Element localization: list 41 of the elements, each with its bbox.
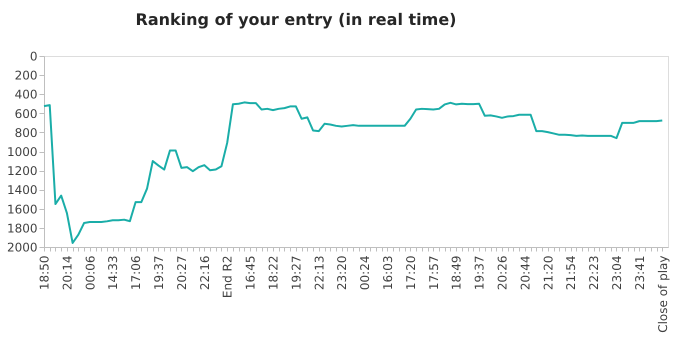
x-tick-label: 22:16	[198, 256, 212, 290]
x-tick-label: 16:03	[380, 256, 395, 290]
x-tick-label: 21:54	[564, 256, 578, 290]
x-tick-label: 21:20	[541, 256, 556, 290]
x-tick-label: 17:06	[129, 256, 144, 290]
x-tick-label: 00:24	[358, 256, 372, 290]
x-tick-label: 00:06	[83, 256, 98, 290]
x-tick-label: 20:26	[495, 256, 510, 290]
y-tick-label: 1400	[6, 183, 38, 198]
x-tick-label: 22:13	[312, 256, 326, 290]
line-series	[43, 101, 664, 244]
x-tick-label: 23:20	[335, 256, 350, 290]
x-tick-label: 23:41	[632, 256, 647, 290]
y-tick-label: 1000	[6, 145, 38, 159]
x-tick-label: 18:49	[450, 256, 464, 290]
y-tick-label: 1800	[6, 221, 38, 236]
x-tick-label: 16:45	[244, 256, 258, 290]
x-tick-label: 22:23	[587, 256, 602, 290]
y-tick-label: 200	[14, 68, 38, 83]
x-tick-label: 17:57	[426, 256, 441, 290]
x-tick-label: End R2	[220, 256, 235, 298]
x-tick-label: 20:44	[518, 256, 532, 290]
x-tick-label: 20:14	[60, 256, 74, 290]
y-tick-label: 1600	[6, 202, 38, 216]
y-tick-label: 0	[30, 50, 38, 64]
y-tick-label: 400	[14, 88, 38, 102]
chart-title: Ranking of your entry (in real time)	[136, 10, 456, 29]
x-tick-label: Close of play	[656, 256, 670, 333]
x-tick-label: 19:27	[289, 256, 304, 290]
x-tick-label: 18:22	[266, 256, 280, 290]
y-tick-label: 600	[14, 106, 38, 121]
y-tick-label: 800	[14, 126, 38, 140]
x-tick-label: 17:20	[404, 256, 418, 290]
x-tick-label: 19:37	[472, 256, 487, 290]
y-tick-label: 1200	[6, 164, 38, 178]
y-tick-label: 2000	[6, 240, 38, 254]
x-tick-label: 23:04	[610, 256, 624, 290]
x-tick-label: 18:50	[38, 256, 52, 290]
x-tick-label: 20:27	[174, 256, 189, 290]
x-tick-label: 14:33	[106, 256, 120, 290]
x-tick-label: 19:37	[152, 256, 166, 290]
